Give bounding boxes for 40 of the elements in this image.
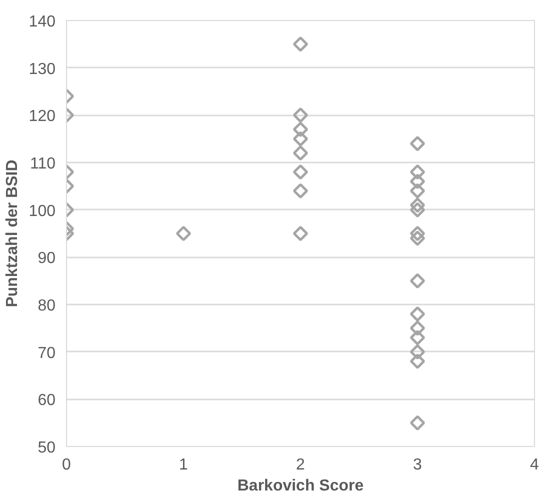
point <box>410 136 426 152</box>
point <box>410 226 426 242</box>
y-axis-title: Punktzahl der BSID <box>4 160 21 308</box>
point <box>410 202 426 218</box>
point <box>410 230 426 246</box>
point <box>410 183 426 199</box>
y-tick-label: 50 <box>38 440 56 456</box>
point <box>410 354 426 369</box>
point <box>292 131 308 146</box>
x-tick-label: 0 <box>62 456 72 474</box>
point <box>410 415 426 430</box>
y-tick-label: 110 <box>30 156 56 172</box>
point <box>410 164 426 180</box>
point <box>410 320 426 336</box>
point <box>410 174 426 190</box>
y-tick-label: 90 <box>38 250 56 268</box>
point <box>292 145 308 161</box>
x-tick-label: 2 <box>296 456 306 474</box>
point <box>292 183 308 199</box>
y-tick-label: 60 <box>38 392 56 410</box>
x-tick-label: 3 <box>413 456 422 474</box>
point <box>292 226 308 242</box>
y-tick-label: 120 <box>28 108 56 126</box>
y-tick-label: 100 <box>28 202 56 220</box>
point <box>292 36 308 52</box>
point <box>410 330 426 346</box>
point <box>410 344 426 360</box>
y-tick-label: 140 <box>28 14 56 30</box>
x-tick-label: 4 <box>530 456 540 474</box>
point <box>292 108 308 123</box>
point <box>410 273 426 288</box>
y-tick-label: 70 <box>38 344 56 362</box>
x-axis-title: Barkovich Score <box>237 478 364 494</box>
point <box>410 306 426 322</box>
point <box>292 122 308 137</box>
point <box>292 164 308 180</box>
y-tick-label: 130 <box>28 60 56 78</box>
y-tick-label: 80 <box>38 298 56 314</box>
point <box>410 197 426 213</box>
x-tick-label: 1 <box>179 456 188 474</box>
